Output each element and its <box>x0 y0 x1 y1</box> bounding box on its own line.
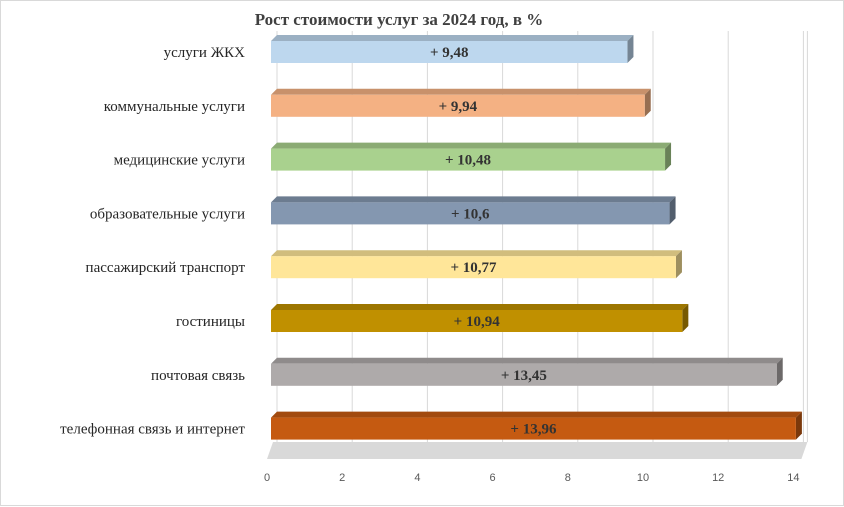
bar-front <box>271 202 670 225</box>
x-tick-label: 0 <box>264 472 270 484</box>
bar-front <box>271 310 683 332</box>
data-label: + 10,77 <box>450 260 497 276</box>
category-label: образовательные услуги <box>90 206 245 222</box>
bar-top <box>271 357 783 364</box>
bar: + 9,48 <box>271 35 634 63</box>
category-label: услуги ЖКХ <box>164 45 246 61</box>
bar: + 13,45 <box>271 357 783 386</box>
floor-plane <box>267 442 808 459</box>
bar-front <box>271 256 676 279</box>
bar-front <box>271 363 777 386</box>
category-label: медицинские услуги <box>114 153 245 169</box>
data-label: + 13,45 <box>501 368 547 384</box>
bar-top <box>271 142 672 149</box>
bar-side <box>669 196 676 225</box>
data-label: + 10,94 <box>454 314 501 330</box>
bar: + 10,6 <box>271 196 676 225</box>
bar-front <box>271 94 645 117</box>
data-label: + 13,96 <box>510 422 557 438</box>
bar: + 10,77 <box>271 250 682 279</box>
x-tick-label: 14 <box>787 472 799 484</box>
category-labels: услуги ЖКХ коммунальные услуги медицинские… <box>60 45 245 438</box>
bar-top <box>271 196 676 203</box>
bar-top <box>271 411 802 418</box>
tick-labels: 0 2 4 6 8 10 12 14 <box>264 472 800 484</box>
data-label: + 10,48 <box>445 153 491 169</box>
x-tick-label: 6 <box>490 472 496 484</box>
bar-front <box>271 148 666 171</box>
data-label: + 9,48 <box>430 45 469 61</box>
bar-side <box>675 250 682 279</box>
bar-top <box>271 88 651 95</box>
x-tick-label: 8 <box>565 472 571 484</box>
category-label: пассажирский транспорт <box>86 260 246 276</box>
bar-side <box>644 88 651 117</box>
bar-side <box>682 304 689 332</box>
data-label: + 10,6 <box>451 206 490 222</box>
chart-floor <box>267 31 808 459</box>
bar-front <box>271 417 796 440</box>
bar-side <box>776 357 783 386</box>
bar-side <box>795 411 802 440</box>
bar-side <box>627 35 634 63</box>
category-label: телефонная связь и интернет <box>60 422 245 438</box>
bar: + 13,96 <box>271 411 802 440</box>
bar: + 10,48 <box>271 142 672 171</box>
category-label: коммунальные услуги <box>104 99 245 115</box>
bar: + 10,94 <box>271 304 689 332</box>
bar-side <box>665 142 672 171</box>
category-label: почтовая связь <box>151 368 245 384</box>
bar-top <box>271 250 682 257</box>
bars: + 9,48 + 9,94 + 10,48 + 10,6 + 10,77 + 10,94 +… <box>271 35 802 440</box>
chart-title: Рост стоимости услуг за 2024 год, в % <box>255 10 544 29</box>
category-label: гостиницы <box>176 314 245 330</box>
x-tick-label: 10 <box>637 472 649 484</box>
bar-top <box>271 304 689 310</box>
bar-top <box>271 35 634 41</box>
x-tick-label: 4 <box>414 472 420 484</box>
bar: + 9,94 <box>271 88 651 117</box>
bar-front <box>271 41 628 63</box>
x-tick-label: 2 <box>339 472 345 484</box>
data-label: + 9,94 <box>439 99 478 115</box>
x-tick-label: 12 <box>712 472 724 484</box>
